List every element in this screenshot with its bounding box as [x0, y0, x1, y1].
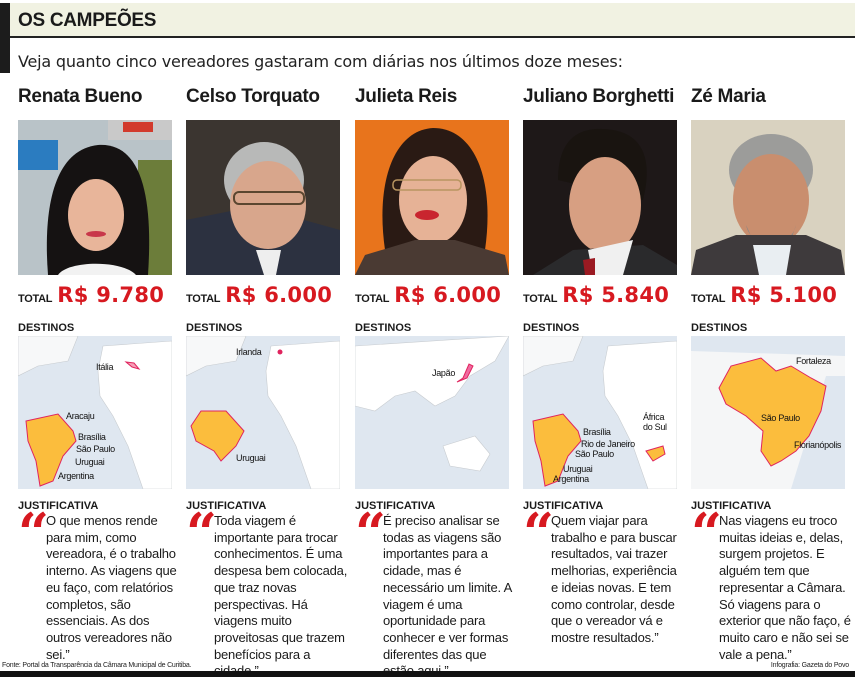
councilor-photo — [523, 120, 677, 275]
header-accent-bar — [0, 3, 10, 73]
page-title: OS CAMPEÕES — [18, 10, 157, 31]
map-label: Argentina — [553, 474, 589, 484]
portrait-image — [186, 120, 340, 275]
map-label: Uruguai — [236, 453, 266, 463]
quote-icon: “ — [186, 501, 218, 565]
map-label: Aracaju — [66, 411, 95, 421]
destinations-label: DESTINOS — [691, 322, 748, 334]
map-label: Itália — [96, 362, 114, 372]
map-label: Brasília — [583, 427, 611, 437]
portrait-image — [691, 120, 845, 275]
quote-icon: “ — [523, 501, 555, 565]
world-map-atlantic — [186, 336, 340, 489]
total-value: R$ 6.000 — [225, 283, 333, 307]
total-amount: TOTAL R$ 5.100 — [691, 283, 837, 307]
councilor-card: Juliano Borghetti TOTAL R$ 5.840 DESTINO… — [523, 86, 683, 645]
justification-label: JUSTIFICATIVA — [691, 500, 772, 512]
world-map-asia-pacific — [355, 336, 509, 472]
map-label: Fortaleza — [796, 356, 831, 366]
total-label: TOTAL — [186, 293, 221, 305]
justification-label: JUSTIFICATIVA — [355, 500, 436, 512]
total-value: R$ 5.100 — [730, 283, 838, 307]
destinations-map: Brasília Rio de Janeiro São Paulo Urugua… — [523, 336, 677, 489]
destinations-label: DESTINOS — [355, 322, 412, 334]
map-label: São Paulo — [761, 413, 800, 423]
total-amount: TOTAL R$ 5.840 — [523, 283, 669, 307]
destinations-label: DESTINOS — [523, 322, 580, 334]
map-label: Argentina — [58, 471, 94, 481]
justification-quote: É preciso analisar se todas as viagens s… — [383, 513, 512, 677]
map-label: África do Sul — [643, 412, 667, 432]
justification-label: JUSTIFICATIVA — [18, 500, 99, 512]
map-brazil — [691, 336, 845, 489]
world-map-atlantic — [523, 336, 677, 489]
destinations-map: Fortaleza São Paulo Florianópolis — [691, 336, 845, 489]
justification-quote: Nas viagens eu troco muitas ideias e, de… — [719, 513, 851, 662]
councilor-name: Julieta Reis — [355, 86, 458, 107]
total-value: R$ 5.840 — [562, 283, 670, 307]
map-label: Irlanda — [236, 347, 262, 357]
total-amount: TOTAL R$ 6.000 — [186, 283, 332, 307]
councilor-name: Juliano Borghetti — [523, 86, 675, 107]
destinations-label: DESTINOS — [186, 322, 243, 334]
map-label: Japão — [432, 368, 456, 378]
justification-quote: Quem viajar para trabalho e para buscar … — [551, 513, 677, 645]
councilor-name: Renata Bueno — [18, 86, 143, 107]
destinations-map: Japão — [355, 336, 509, 489]
total-amount: TOTAL R$ 6.000 — [355, 283, 501, 307]
total-value: R$ 6.000 — [394, 283, 502, 307]
councilor-photo — [18, 120, 172, 275]
councilor-photo — [186, 120, 340, 275]
total-label: TOTAL — [18, 293, 53, 305]
map-label: São Paulo — [76, 444, 115, 454]
quote-icon: “ — [691, 501, 723, 565]
total-value: R$ 9.780 — [57, 283, 165, 307]
total-label: TOTAL — [355, 293, 390, 305]
councilor-card: Renata Bueno TOTAL R$ 9.780 DESTINOS Itá… — [18, 86, 178, 662]
map-label: São Paulo — [575, 449, 614, 459]
map-label: Uruguai — [563, 464, 593, 474]
source-note: Fonte: Portal da Transparência da Câmara… — [2, 662, 192, 669]
destinations-map: Irlanda Uruguai — [186, 336, 340, 489]
councilor-photo — [691, 120, 845, 275]
justification-quote: Toda viagem é importante para trocar con… — [214, 513, 348, 677]
page-subtitle: Veja quanto cinco vereadores gastaram co… — [18, 52, 623, 71]
footer-rule — [0, 671, 855, 677]
portrait-image — [523, 120, 677, 275]
councilor-card: Zé Maria TOTAL R$ 5.100 DESTINOS Fortale… — [691, 86, 851, 662]
credit-note: Infografia: Gazeta do Povo — [770, 662, 849, 669]
map-label: Brasília — [78, 432, 106, 442]
destinations-map: Itália Aracaju Brasília São Paulo Urugua… — [18, 336, 172, 489]
total-amount: TOTAL R$ 9.780 — [18, 283, 164, 307]
header-band — [10, 3, 855, 38]
councilor-card: Julieta Reis TOTAL R$ 6.000 DESTINOS Jap… — [355, 86, 515, 677]
destinations-label: DESTINOS — [18, 322, 75, 334]
portrait-image — [355, 120, 509, 275]
councilor-photo — [355, 120, 509, 275]
justification-label: JUSTIFICATIVA — [186, 500, 267, 512]
councilor-name: Zé Maria — [691, 86, 766, 107]
map-label: Uruguai — [75, 457, 105, 467]
quote-icon: “ — [18, 501, 50, 565]
portrait-image — [18, 120, 172, 275]
quote-icon: “ — [355, 501, 387, 565]
justification-label: JUSTIFICATIVA — [523, 500, 604, 512]
justification-quote: O que menos rende para mim, como vereado… — [46, 513, 177, 662]
councilor-card: Celso Torquato TOTAL R$ 6.000 DESTINOS I… — [186, 86, 347, 677]
map-label: Rio de Janeiro — [581, 439, 635, 449]
total-label: TOTAL — [691, 293, 726, 305]
councilor-name: Celso Torquato — [186, 86, 320, 107]
map-label: Florianópolis — [794, 440, 842, 450]
world-map-atlantic — [18, 336, 172, 489]
total-label: TOTAL — [523, 293, 558, 305]
